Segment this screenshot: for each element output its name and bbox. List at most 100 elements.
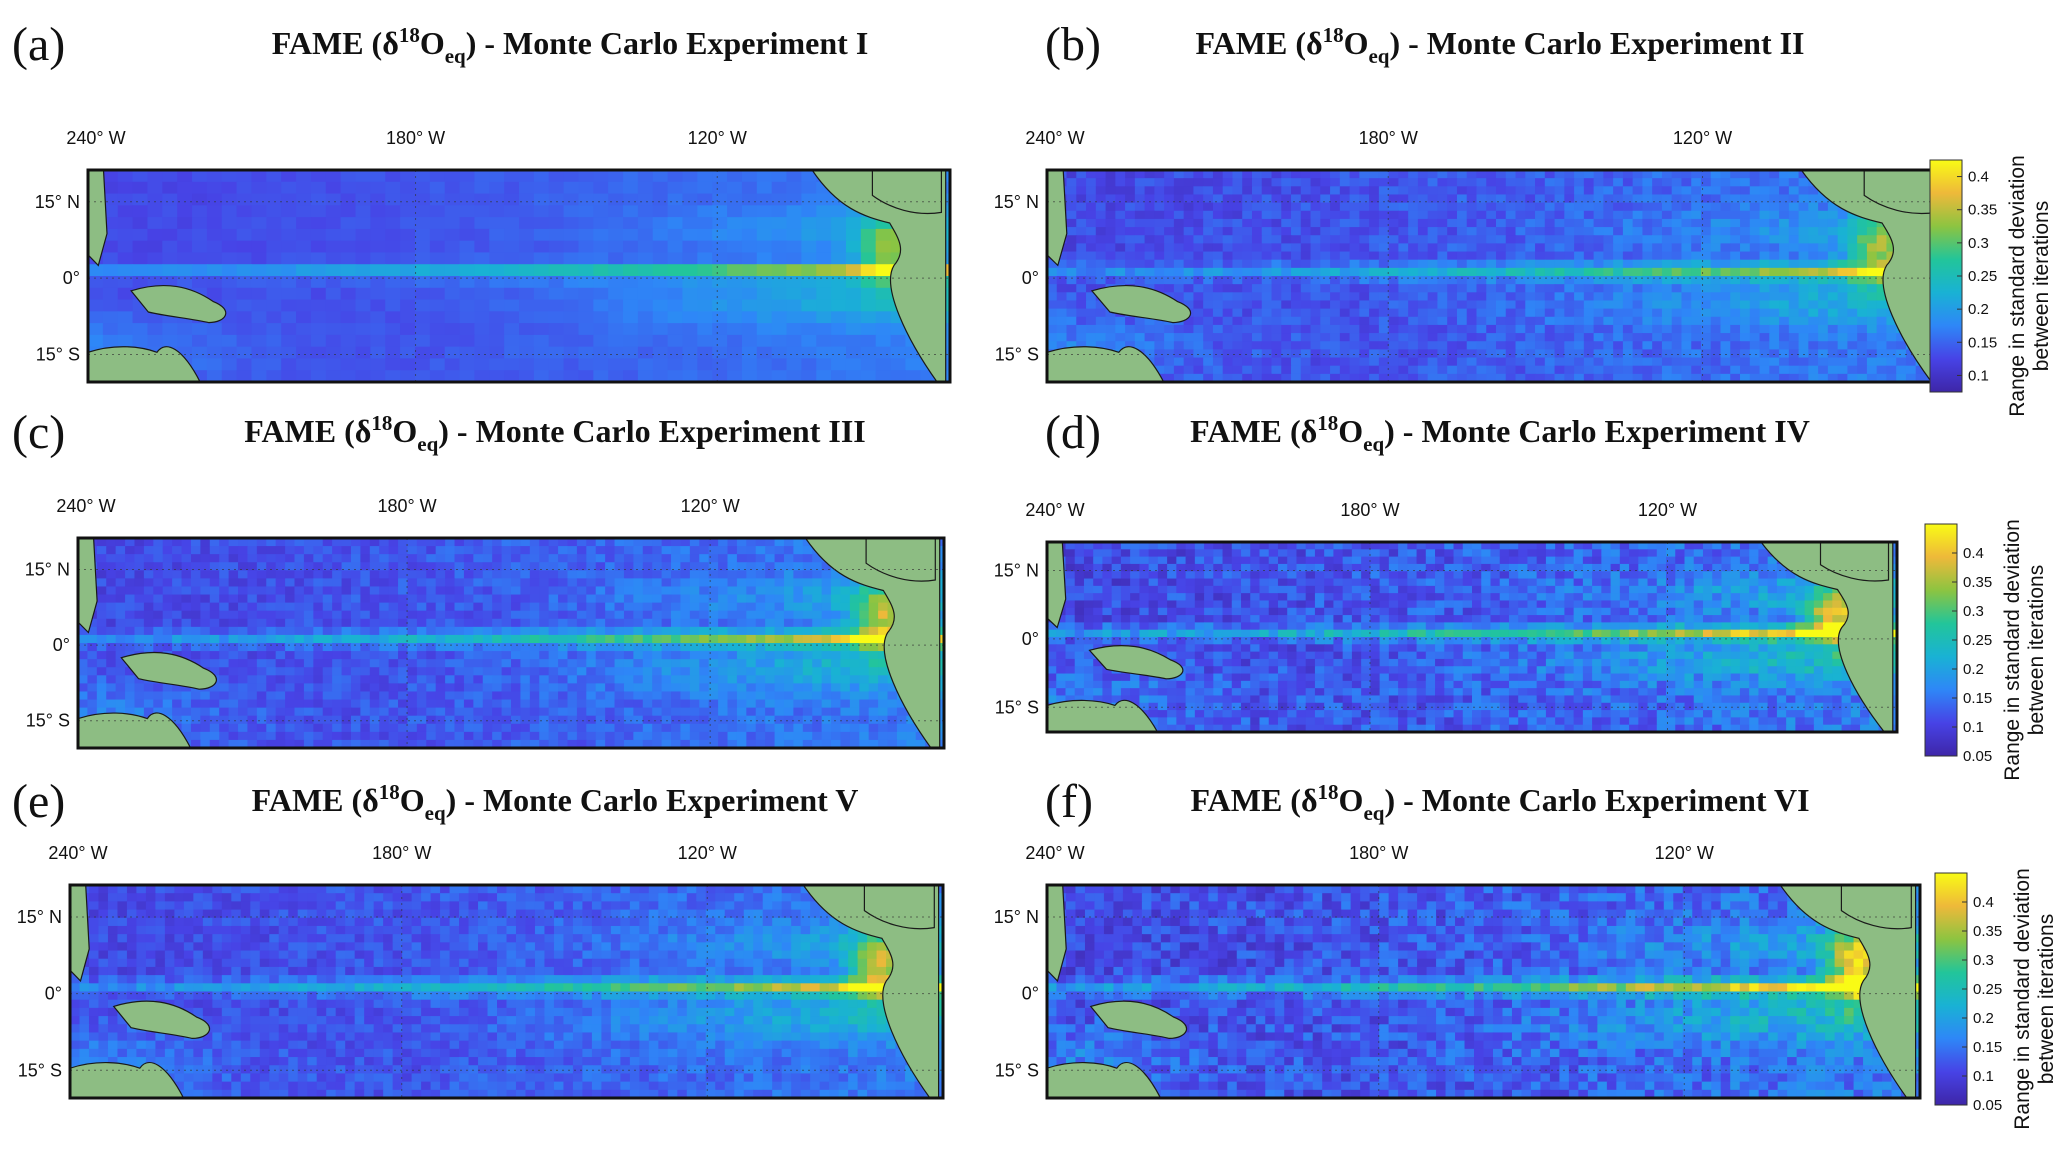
heatmap-cell xyxy=(633,578,644,588)
heatmap-cell xyxy=(595,618,606,628)
heatmap-cell xyxy=(812,610,823,620)
heatmap-cell xyxy=(1866,292,1878,302)
heatmap-cell xyxy=(576,570,587,579)
heatmap-cell xyxy=(117,193,134,206)
heatmap-cell xyxy=(132,264,149,277)
heatmap-cell xyxy=(1847,365,1858,375)
heatmap-cell xyxy=(1515,227,1526,236)
heatmap-cell xyxy=(147,170,163,183)
heatmap-cell xyxy=(1525,243,1536,253)
heatmap-cell xyxy=(1183,235,1195,244)
heatmap-cell xyxy=(1339,227,1351,236)
heatmap-cell xyxy=(414,276,431,289)
heatmap-cell xyxy=(1242,284,1253,293)
heatmap-cell xyxy=(1047,316,1058,326)
heatmap-cell xyxy=(1632,178,1644,187)
heatmap-cell xyxy=(87,626,98,636)
heatmap-cell xyxy=(325,193,342,206)
heatmap-cell xyxy=(370,358,386,371)
heatmap-cell xyxy=(1564,259,1575,269)
heatmap-cell xyxy=(1339,267,1351,277)
heatmap-cell xyxy=(1486,276,1497,285)
heatmap-cell xyxy=(369,626,380,636)
heatmap-cell xyxy=(1496,316,1507,326)
heatmap-cell xyxy=(143,538,154,547)
heatmap-cell xyxy=(1320,218,1331,228)
heatmap-cell xyxy=(1710,300,1722,310)
lon-tick-label: 180° W xyxy=(386,128,445,148)
heatmap-cell xyxy=(712,299,728,312)
heatmap-cell xyxy=(181,586,192,596)
heatmap-cell xyxy=(533,264,550,277)
heatmap-cell xyxy=(228,659,239,668)
heatmap-cell xyxy=(1710,357,1722,367)
heatmap-cell xyxy=(689,659,700,668)
heatmap-cell xyxy=(200,554,211,563)
heatmap-cell xyxy=(1281,316,1292,326)
heatmap-cell xyxy=(1066,194,1077,204)
heatmap-cell xyxy=(1876,316,1888,326)
heatmap-cell xyxy=(563,370,580,382)
heatmap-cell xyxy=(1066,259,1077,269)
heatmap-cell xyxy=(1261,357,1273,367)
heatmap-cell xyxy=(1271,218,1282,228)
heatmap-cell xyxy=(1642,300,1653,310)
heatmap-cell xyxy=(355,323,371,336)
heatmap-cell xyxy=(661,626,672,636)
heatmap-cell xyxy=(325,181,342,195)
heatmap-cell xyxy=(1300,259,1312,269)
heatmap-cell xyxy=(414,370,431,382)
heatmap-cell xyxy=(1378,316,1390,326)
heatmap-cell xyxy=(1857,284,1868,293)
heatmap-cell xyxy=(1730,308,1741,318)
heatmap-cell xyxy=(1700,373,1712,382)
heatmap-cell xyxy=(400,205,416,218)
heatmap-cell xyxy=(849,594,860,604)
heatmap-cell xyxy=(529,610,540,620)
heatmap-cell xyxy=(1671,349,1683,359)
heatmap-cell xyxy=(206,252,223,265)
heatmap-cell xyxy=(1652,259,1663,269)
heatmap-cell xyxy=(1476,284,1487,293)
heatmap-cell xyxy=(407,659,418,668)
heatmap-cell xyxy=(671,554,682,563)
heatmap-cell xyxy=(1466,178,1478,187)
heatmap-cell xyxy=(256,618,267,628)
heatmap-cell xyxy=(1447,292,1458,302)
heatmap-cell xyxy=(1788,373,1800,382)
heatmap-cell xyxy=(802,570,813,579)
heatmap-cell xyxy=(429,217,446,230)
heatmap-cell xyxy=(708,602,719,612)
heatmap-cell xyxy=(1466,210,1478,220)
heatmap-cell xyxy=(1251,292,1263,302)
heatmap-cell xyxy=(1544,357,1556,367)
heatmap-cell xyxy=(281,346,297,360)
heatmap-cell xyxy=(1232,186,1243,196)
heatmap-cell xyxy=(1212,333,1224,342)
heatmap-cell xyxy=(1827,349,1839,359)
heatmap-cell xyxy=(236,299,253,312)
heatmap-cell xyxy=(1710,235,1722,244)
heatmap-cell xyxy=(680,570,691,579)
heatmap-cell xyxy=(360,667,371,676)
heatmap-cell xyxy=(1212,365,1224,375)
heatmap-cell xyxy=(303,546,314,555)
heatmap-cell xyxy=(355,299,371,312)
heatmap-cell xyxy=(350,570,361,579)
heatmap-cell xyxy=(1086,284,1097,293)
heatmap-cell xyxy=(504,205,520,218)
heatmap-cell xyxy=(332,594,343,604)
heatmap-cell xyxy=(426,626,437,636)
heatmap-cell xyxy=(88,311,104,324)
heatmap-cell xyxy=(96,578,107,588)
heatmap-cell xyxy=(821,586,832,596)
heatmap-cell xyxy=(595,659,606,668)
heatmap-cell xyxy=(153,562,164,571)
heatmap-cell xyxy=(355,217,371,230)
heatmap-cell xyxy=(190,610,201,620)
heatmap-cell xyxy=(593,264,609,277)
heatmap-cell xyxy=(1193,235,1204,244)
heatmap-cell xyxy=(1320,227,1331,236)
heatmap-cell xyxy=(1496,259,1507,269)
heatmap-cell xyxy=(671,634,682,644)
